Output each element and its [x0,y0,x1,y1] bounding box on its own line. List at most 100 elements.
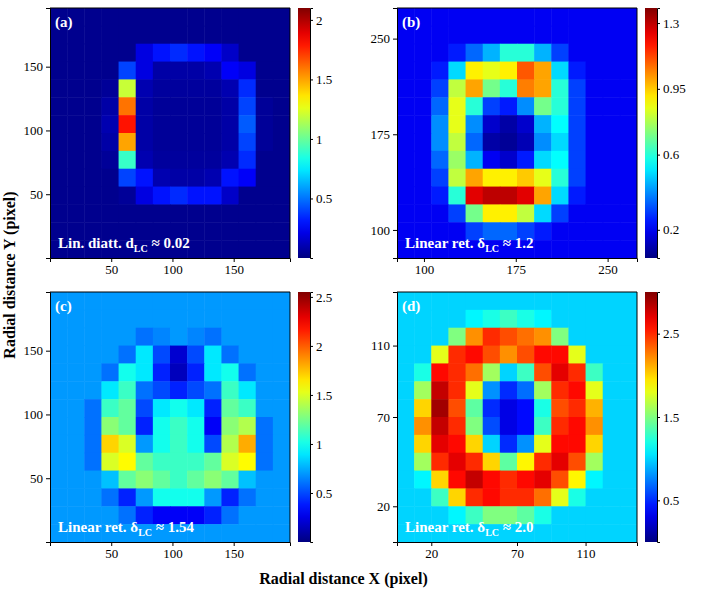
cell [136,62,154,80]
cell [431,310,449,328]
cell [153,187,171,205]
cell [414,169,432,187]
cell [50,399,68,417]
cell [204,346,222,364]
cell [67,97,85,115]
cell [239,151,257,169]
cell [397,44,415,62]
cell [101,471,119,489]
axis-line [658,9,661,259]
cell [119,292,137,310]
cell [239,133,257,151]
cell [431,399,449,417]
cell [466,363,484,381]
cell [568,453,586,471]
cell [170,151,188,169]
cell [397,328,415,346]
cell [50,381,68,399]
cell [153,44,171,62]
frame [397,292,637,542]
cell [534,399,552,417]
cell [67,346,85,364]
cell [414,381,432,399]
cell [534,524,552,542]
cell [534,115,552,133]
tick-label: 100 [415,262,435,277]
cell [586,44,604,62]
tick: 50 [30,471,50,486]
cell [466,151,484,169]
cell [119,363,137,381]
cell [586,435,604,453]
cell [239,97,257,115]
cell [136,488,154,506]
cell [568,240,586,258]
cell [101,488,119,506]
cell [551,79,569,97]
cell [568,506,586,524]
cell [483,435,501,453]
annotation-subscript: LC [138,527,152,538]
cell [603,381,621,399]
cell [534,79,552,97]
cell [67,44,85,62]
cell [500,346,518,364]
cell [448,417,466,435]
cell [187,363,205,381]
panel-letter: (c) [55,298,72,315]
cell [517,115,535,133]
tick-mark [657,417,660,418]
annotation-part: ≈ 0.02 [148,235,190,251]
tick-mark [310,79,313,80]
cell [67,133,85,151]
cell [273,381,290,399]
cell [414,435,432,453]
cell [101,151,119,169]
cell [414,363,432,381]
tick-mark [393,506,397,507]
cell [483,97,501,115]
cell [221,8,239,26]
annotation-part: Lin. diatt. d [58,235,135,251]
cell [273,399,290,417]
cell [517,488,535,506]
cell [136,44,154,62]
cell [534,471,552,489]
cell [239,187,257,205]
cell [500,399,518,417]
cell [586,8,604,26]
cell [534,26,552,44]
cell [273,292,290,310]
cell [586,240,604,258]
cell [119,79,137,97]
cell [620,62,637,80]
tick: 50 [30,187,50,202]
cell [170,310,188,328]
cell [50,346,68,364]
cell [221,169,239,187]
tick-label: 150 [224,546,244,561]
cell [119,453,137,471]
cell [239,26,257,44]
cell [551,204,569,222]
cell [256,133,274,151]
cell [551,471,569,489]
cell [603,26,621,44]
cell [603,133,621,151]
cell [153,8,171,26]
cell [517,363,535,381]
cell [256,8,274,26]
cell [84,97,102,115]
cell [170,453,188,471]
cell [551,187,569,205]
cell [568,524,586,542]
cell [136,506,154,524]
cell [187,151,205,169]
cell [204,151,222,169]
tick: 110 [577,542,596,561]
cell [517,151,535,169]
cell [84,62,102,80]
cell [483,79,501,97]
cell [50,471,68,489]
cell [603,44,621,62]
